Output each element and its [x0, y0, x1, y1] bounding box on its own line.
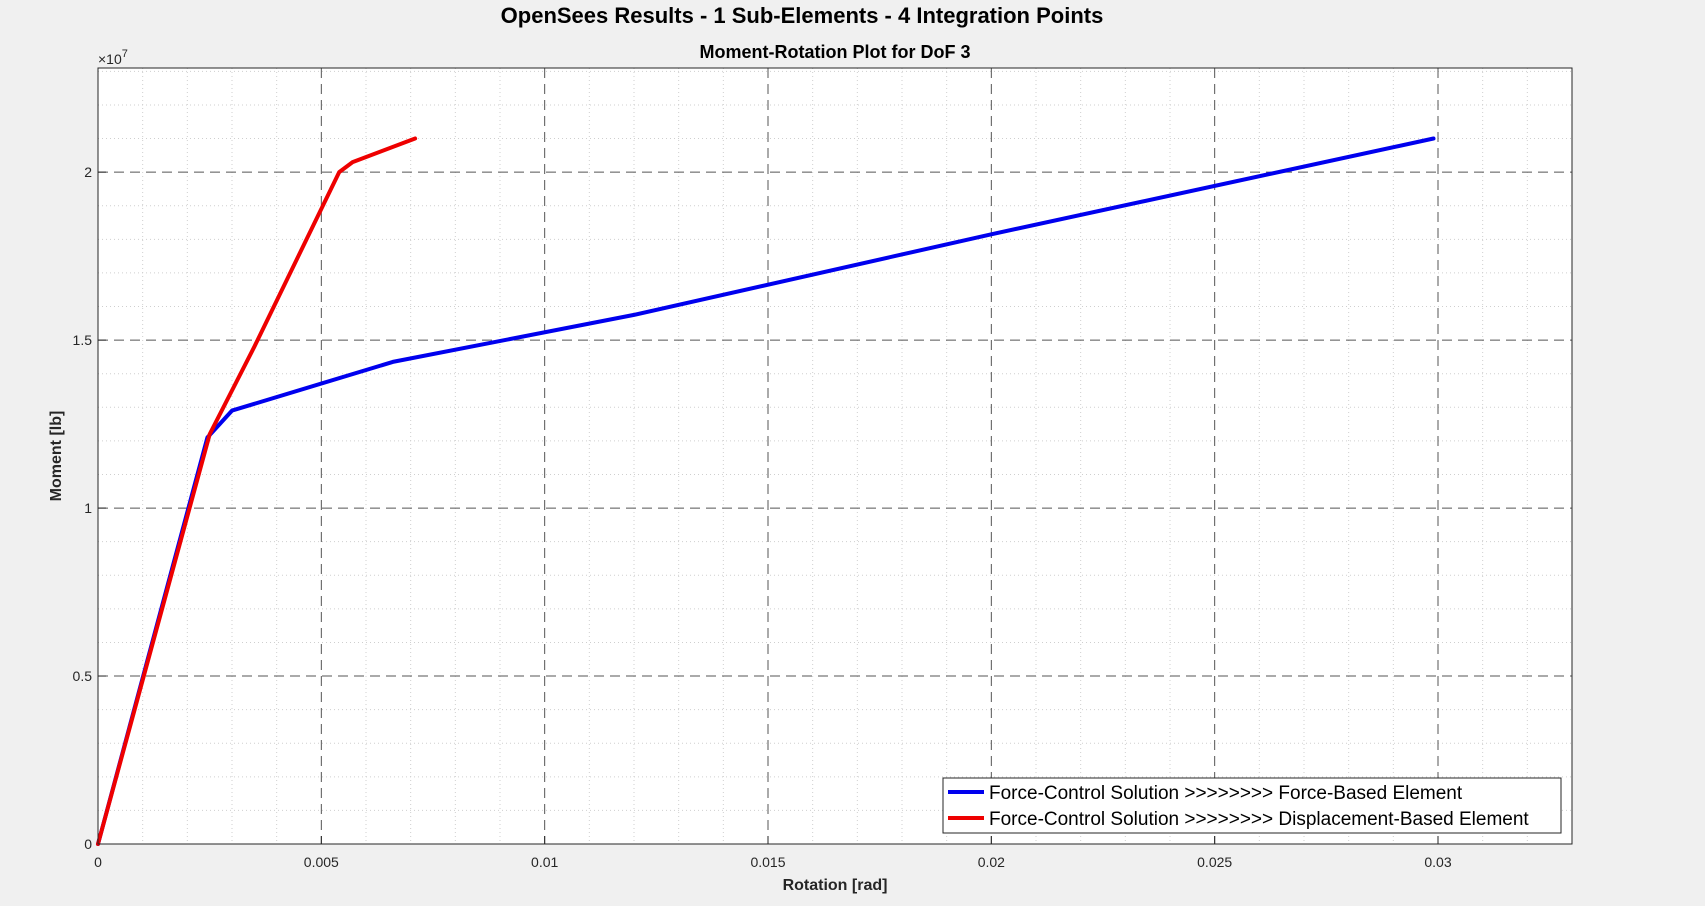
axes-title: Moment-Rotation Plot for DoF 3: [700, 42, 971, 62]
legend-box: [942, 777, 1562, 834]
x-tick-label: 0: [94, 854, 102, 870]
y-tick-label: 0: [84, 836, 92, 852]
y-axis-label: Moment [lb]: [48, 411, 65, 502]
x-tick-label: 0.025: [1197, 854, 1232, 870]
y-axis-exponent-base: ×10: [98, 51, 122, 67]
x-axis-label: Rotation [rad]: [783, 877, 888, 894]
legend-label-force-based: Force-Control Solution >>>>>>>> Force-Ba…: [989, 783, 1463, 804]
minor-grid: [98, 68, 1572, 844]
y-tick-label: 1.5: [73, 332, 93, 348]
y-axis-exponent-power: 7: [122, 48, 128, 60]
x-tick-label: 0.02: [978, 854, 1005, 870]
plot-frame: [97, 67, 1573, 845]
series-layer: [96, 136, 1436, 846]
y-axis-exponent: ×107: [98, 48, 128, 67]
y-tick-label: 2: [84, 164, 92, 180]
legend-label-displacement-based: Force-Control Solution >>>>>>>> Displace…: [989, 809, 1529, 830]
plot-area: [98, 68, 1572, 844]
figure-suptitle: OpenSees Results - 1 Sub-Elements - 4 In…: [501, 3, 1104, 28]
x-tick-label: 0.03: [1424, 854, 1451, 870]
y-tick-label: 0.5: [73, 668, 93, 684]
series-line-displacement-based[interactable]: [96, 136, 418, 846]
y-tick-label: 1: [84, 500, 92, 516]
x-axis-ticks: 0 0.005 0.01 0.015 0.02 0.025 0.03: [94, 836, 1452, 870]
major-grid: [98, 68, 1572, 844]
y-axis-ticks: 0 0.5 1 1.5 2: [73, 164, 106, 852]
x-tick-label: 0.01: [531, 854, 558, 870]
legend[interactable]: Force-Control Solution >>>>>>>> Force-Ba…: [942, 777, 1562, 834]
x-tick-label: 0.015: [750, 854, 785, 870]
x-tick-label: 0.005: [304, 854, 339, 870]
